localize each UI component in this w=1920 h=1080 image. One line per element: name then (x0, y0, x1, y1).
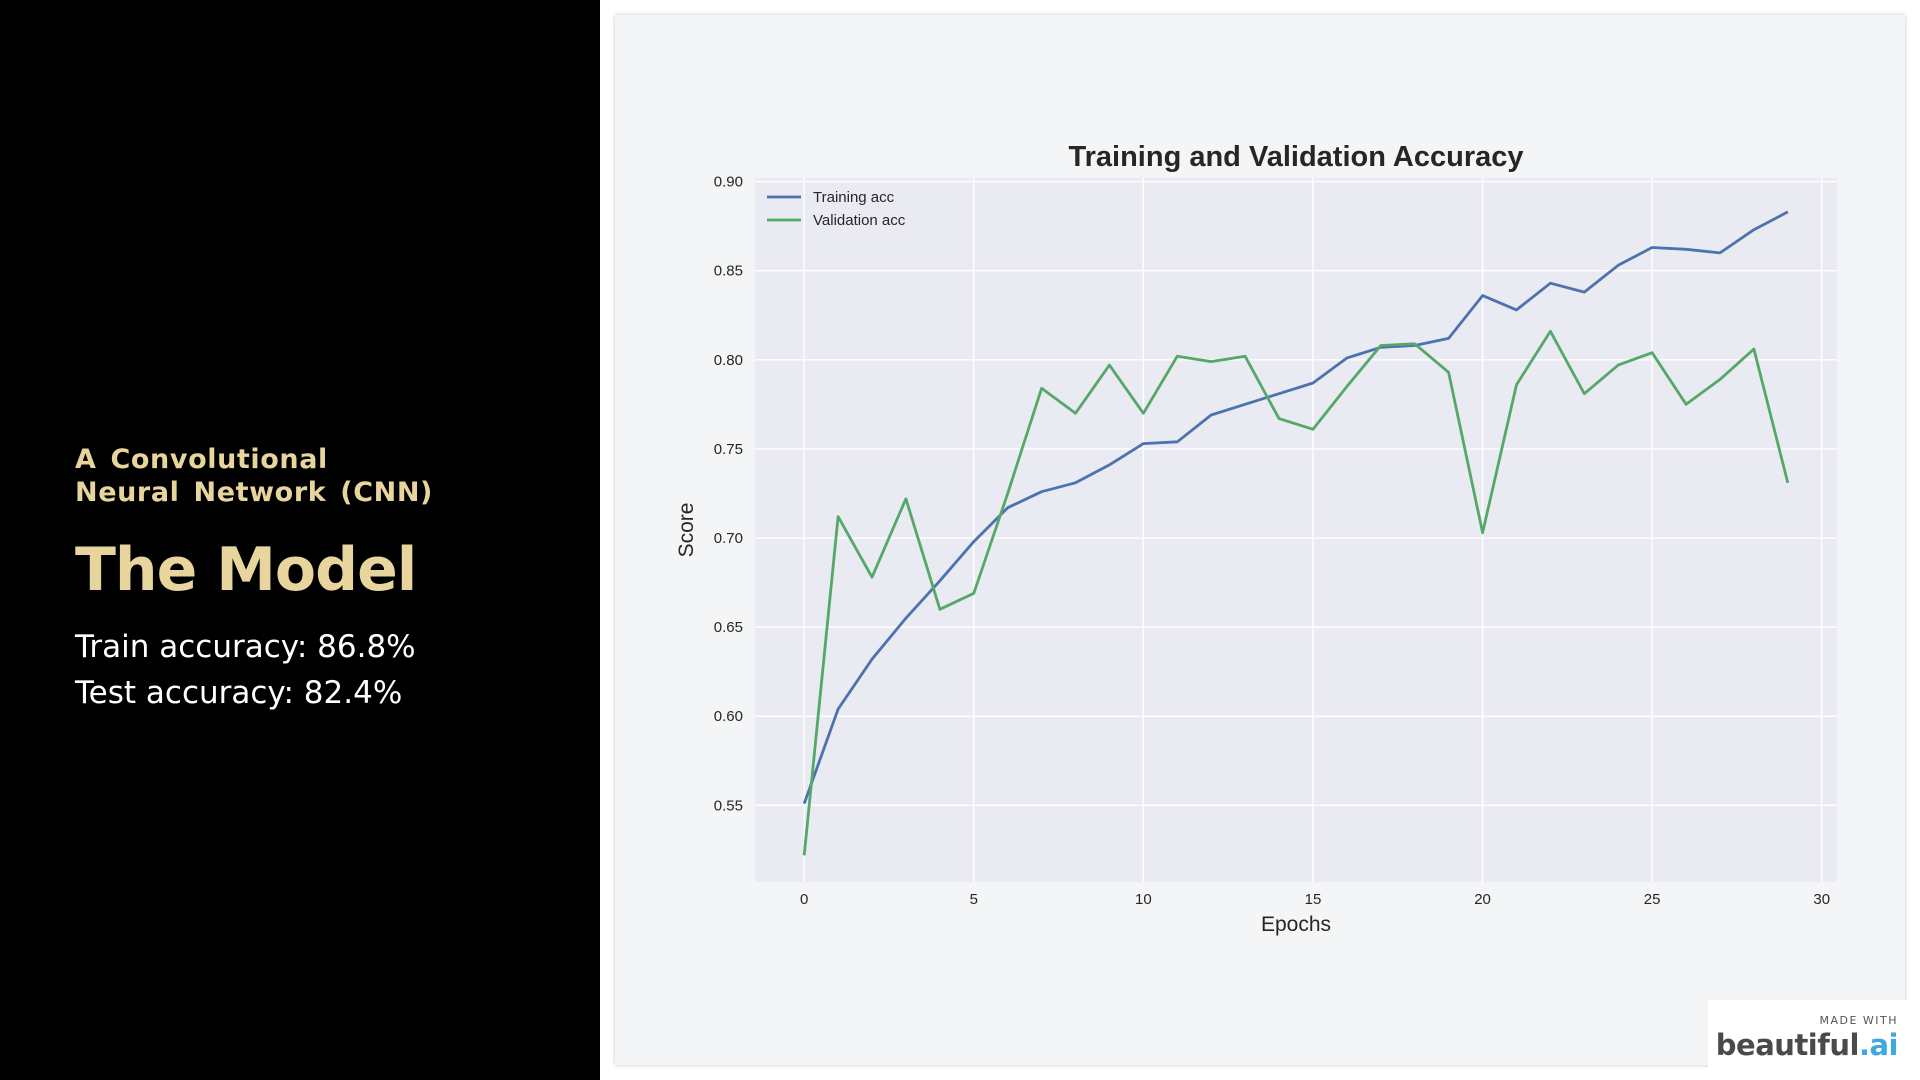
left-panel: A Convolutional Neural Network (CNN) The… (0, 0, 600, 1080)
y-tick-label: 0.70 (714, 530, 743, 547)
y-tick-label: 0.90 (714, 174, 743, 191)
brand-dot: . (1858, 1028, 1870, 1062)
x-tick-label: 0 (800, 891, 808, 908)
plot-area (755, 178, 1837, 882)
brand-logo: beautiful.ai (1715, 1028, 1899, 1062)
x-tick-label: 10 (1135, 891, 1152, 908)
test-accuracy-text: Test accuracy: 82.4% (75, 675, 403, 711)
made-with-badge[interactable]: MADE WITH beautiful.ai (1708, 1000, 1920, 1080)
y-tick-label: 0.80 (714, 352, 743, 369)
made-with-label: MADE WITH (1819, 1014, 1898, 1027)
x-tick-label: 20 (1474, 891, 1491, 908)
x-tick-label: 15 (1305, 891, 1322, 908)
brand-suffix: ai (1869, 1028, 1898, 1062)
legend-label: Training acc (813, 189, 895, 206)
accuracy-chart: 0 5 10 15 20 25 30 0.55 0.60 0.65 0.70 0.75 0.80 0.85… (675, 141, 1837, 936)
x-axis-label: Epochs (1261, 913, 1331, 936)
y-tick-label: 0.60 (714, 708, 743, 725)
y-tick-label: 0.55 (714, 797, 743, 814)
x-tick-label: 25 (1644, 891, 1661, 908)
slide-subtitle: A Convolutional Neural Network (CNN) (75, 444, 433, 508)
y-tick-label: 0.85 (714, 263, 743, 280)
brand-main: beautiful (1715, 1028, 1860, 1062)
series-line-training (802, 210, 1789, 805)
legend-label: Validation acc (813, 212, 906, 229)
x-tick-label: 5 (970, 891, 978, 908)
y-axis-label: Score (675, 503, 698, 558)
y-tick-label: 0.65 (714, 619, 743, 636)
x-tick-label: 30 (1813, 891, 1830, 908)
y-tick-label: 0.75 (714, 441, 743, 458)
train-accuracy-text: Train accuracy: 86.8% (75, 629, 416, 665)
chart-title: Training and Validation Accuracy (1069, 141, 1524, 173)
slide-title: The Model (75, 535, 417, 605)
series-line-validation (802, 329, 1790, 856)
